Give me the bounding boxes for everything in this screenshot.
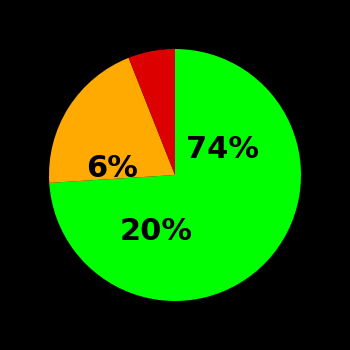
Wedge shape — [49, 58, 175, 183]
Text: 20%: 20% — [120, 217, 192, 246]
Wedge shape — [49, 49, 301, 301]
Text: 6%: 6% — [86, 154, 138, 183]
Text: 74%: 74% — [187, 135, 259, 164]
Wedge shape — [128, 49, 175, 175]
